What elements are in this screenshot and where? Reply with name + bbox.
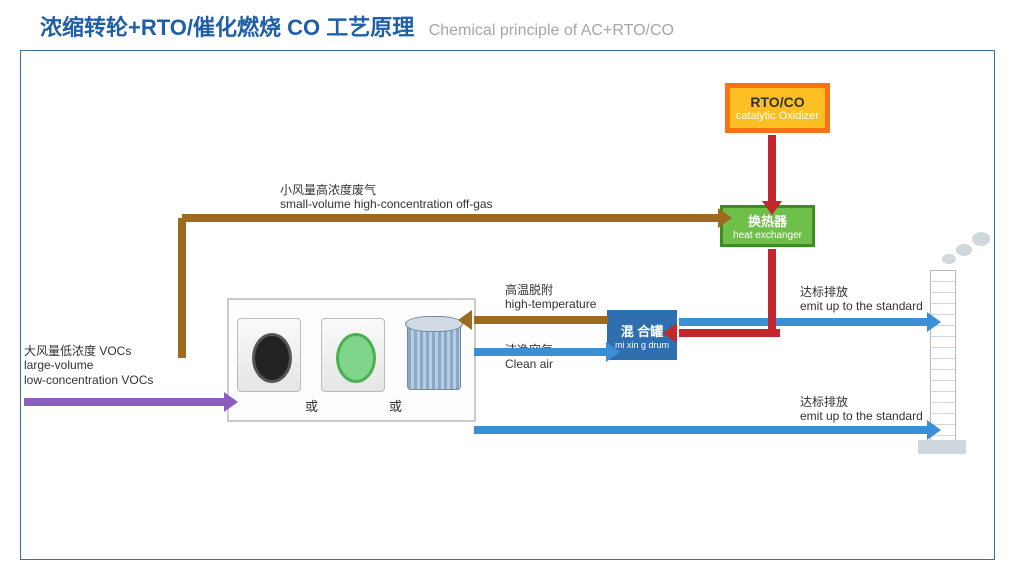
offgas-label-cn: 小风量高浓度废气 (280, 183, 493, 197)
clean-label-en: Clean air (505, 357, 553, 371)
flow-arrowhead-icon (224, 392, 238, 412)
equipment-box: 或 或 (227, 298, 476, 422)
offgas-label-en: small-volume high-concentration off-gas (280, 197, 493, 211)
flow-line-segment (768, 249, 776, 333)
flow-line-segment (474, 426, 929, 434)
flow-line-segment (768, 135, 776, 203)
hex-subtitle: heat exchanger (733, 230, 802, 241)
flow-arrowhead-icon (927, 420, 941, 440)
rotor-unit-1 (237, 318, 301, 392)
flow-line-segment (24, 398, 224, 406)
emit2-label-en: emit up to the standard (800, 409, 923, 423)
emit-label-2: 达标排放 emit up to the standard (800, 395, 923, 424)
mix-subtitle: mi xin g drum (615, 340, 669, 350)
carbon-canister-top-icon (405, 316, 463, 332)
rto-co-box: RTO/CO catalytic Oxidizer (725, 83, 830, 133)
inlet-label-cn: 大风量低浓度 VOCs (24, 344, 153, 358)
flow-arrowhead-icon (663, 323, 677, 343)
chimney-base-icon (918, 440, 966, 454)
carbon-canister-icon (407, 322, 461, 390)
flow-line-segment (182, 214, 720, 222)
emit2-label-cn: 达标排放 (800, 395, 923, 409)
flow-line-segment (679, 329, 780, 337)
rotor-unit-2 (321, 318, 385, 392)
smoke-puff-icon (972, 232, 990, 246)
flow-line-segment (178, 218, 186, 358)
flow-line-segment (679, 318, 929, 326)
title-cn: 浓缩转轮+RTO/催化燃烧 CO 工艺原理 (40, 15, 414, 40)
desorb-label-en: high-temperature (505, 297, 596, 311)
or-label-1: 或 (305, 396, 318, 415)
rotor-wheel-dark-icon (252, 333, 292, 383)
desorb-label: 高温脱附 high-temperature (505, 283, 596, 312)
flow-arrowhead-icon (458, 310, 472, 330)
chimney-body-icon (930, 270, 956, 442)
rotor-wheel-green-icon (336, 333, 376, 383)
or-label-2: 或 (389, 396, 402, 415)
smoke-puff-icon (956, 244, 972, 256)
title-en: Chemical principle of AC+RTO/CO (429, 22, 674, 39)
smoke-puff-icon (942, 254, 956, 264)
inlet-label: 大风量低浓度 VOCs large-volume low-concentrati… (24, 344, 153, 387)
offgas-label: 小风量高浓度废气 small-volume high-concentration… (280, 183, 493, 212)
flow-line-segment (474, 348, 608, 356)
inlet-label-en2: low-concentration VOCs (24, 373, 153, 387)
page-title: 浓缩转轮+RTO/催化燃烧 CO 工艺原理 Chemical principle… (40, 10, 674, 42)
inlet-label-en1: large-volume (24, 358, 153, 372)
flow-arrowhead-icon (718, 208, 732, 228)
rto-subtitle: catalytic Oxidizer (736, 110, 819, 122)
emit1-label-en: emit up to the standard (800, 299, 923, 313)
flow-arrowhead-icon (927, 312, 941, 332)
flow-arrowhead-icon (606, 342, 620, 362)
desorb-label-cn: 高温脱附 (505, 283, 596, 297)
mix-title: 混 合罐 (621, 321, 664, 340)
flow-arrowhead-icon (762, 201, 782, 215)
emit-label-1: 达标排放 emit up to the standard (800, 285, 923, 314)
emit1-label-cn: 达标排放 (800, 285, 923, 299)
rto-title: RTO/CO (750, 94, 804, 110)
flow-line-segment (474, 316, 608, 324)
